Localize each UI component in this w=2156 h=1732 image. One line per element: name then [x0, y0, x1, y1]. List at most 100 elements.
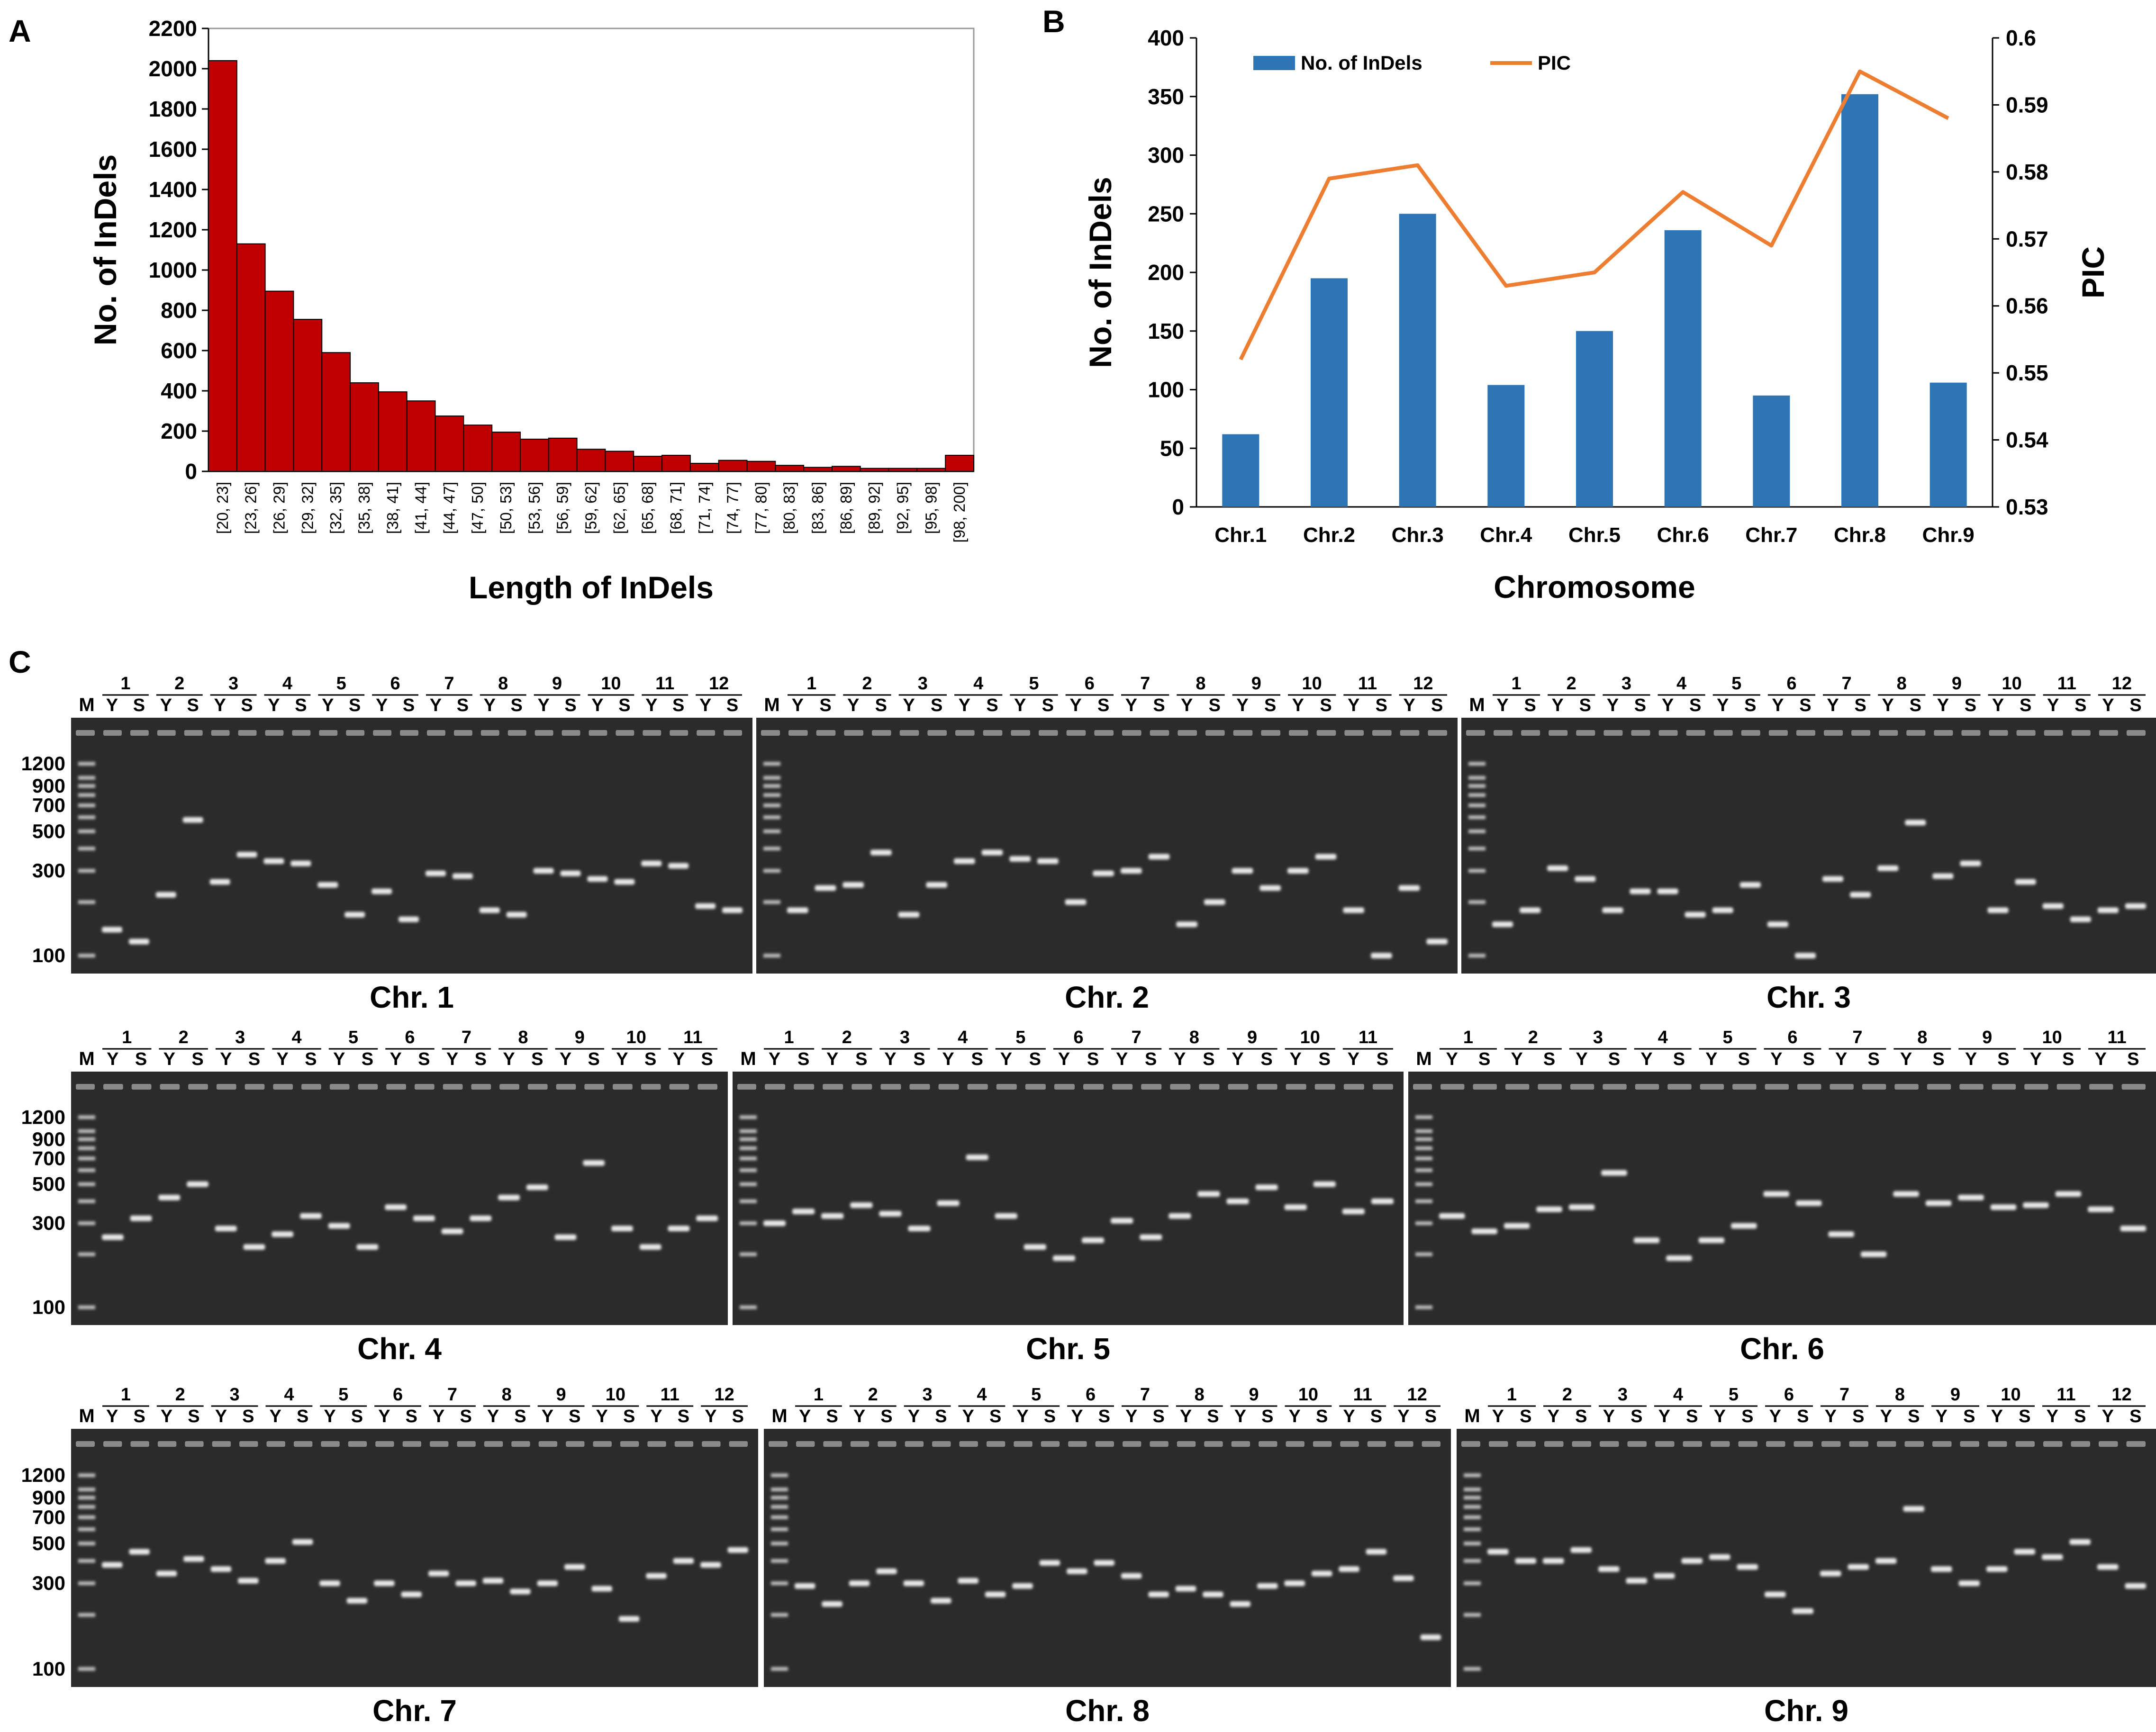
- gel-lane-letter: S: [351, 1407, 363, 1426]
- gel-well: [1466, 730, 1485, 736]
- gel-marker-number: 10: [1302, 674, 1322, 694]
- gel-lane-letter: Y: [1770, 1049, 1782, 1069]
- gel-well: [507, 730, 526, 736]
- gel-band: [1257, 1583, 1278, 1589]
- gel-lane-letter: S: [971, 1049, 983, 1069]
- gel-well: [1960, 1441, 1979, 1447]
- gel-well: [185, 1441, 204, 1447]
- gel-marker-number: 7: [1842, 674, 1852, 694]
- gel-well: [1824, 730, 1843, 736]
- gel-lane-letter: S: [1098, 1407, 1110, 1426]
- gel-well: [729, 1441, 748, 1447]
- gel-marker-number: 4: [973, 674, 983, 694]
- gel-well: [620, 1441, 639, 1447]
- gel-well: [1286, 1084, 1306, 1090]
- gel-well: [1603, 1084, 1627, 1090]
- gel-well: [1177, 1441, 1196, 1447]
- gel-lane-letter: S: [457, 695, 469, 715]
- gel-band: [1366, 1549, 1387, 1555]
- gel-marker-band: [78, 1667, 95, 1671]
- chart-a-y-tick-label: 2200: [149, 16, 197, 41]
- gel-well: [1011, 730, 1030, 736]
- gel-marker-number: 6: [1073, 1028, 1083, 1047]
- gel-marker-band: [78, 1581, 95, 1586]
- gel-well: [2044, 730, 2063, 736]
- gel-marker-number: 9: [1251, 674, 1261, 694]
- gel-lane-letter: S: [913, 1049, 925, 1069]
- gel-marker-band: [78, 1613, 95, 1617]
- gel-marker-band: [740, 1305, 757, 1309]
- gel-marker-label: M: [1469, 695, 1485, 715]
- gel-marker-number: 2: [179, 1028, 189, 1047]
- gel-band: [292, 1539, 313, 1545]
- gel-lane-letter: S: [986, 695, 998, 715]
- gel-well: [1083, 1084, 1104, 1090]
- gel-well: [698, 1084, 717, 1090]
- gel-band: [2015, 879, 2036, 885]
- gel-lane-letter: Y: [1116, 1049, 1128, 1069]
- gel-well: [1544, 1441, 1564, 1447]
- gel-lane-letter: Y: [959, 695, 970, 715]
- chart-a-bar: [831, 466, 861, 472]
- gel-well: [2043, 1441, 2063, 1447]
- gel-band: [1121, 868, 1142, 874]
- gel-well: [443, 1084, 463, 1090]
- gel-lane-letter: Y: [1496, 695, 1508, 715]
- gel-lane-letter: S: [618, 695, 630, 715]
- gel-band: [1420, 1634, 1441, 1641]
- gel-well: [616, 730, 634, 736]
- gel-lane-letter: S: [1744, 695, 1756, 715]
- gel-well: [1231, 1441, 1250, 1447]
- gel-lane-letter: S: [1425, 1407, 1437, 1426]
- gel-image: [733, 1072, 1404, 1325]
- gel-well: [76, 1084, 95, 1090]
- chart-a-bar: [321, 352, 351, 472]
- gel-well: [1738, 1441, 1757, 1447]
- gel-lane-letter: Y: [1125, 695, 1137, 715]
- gel-lane-letter: Y: [650, 1407, 662, 1426]
- gel-lane-letter: Y: [1662, 695, 1674, 715]
- gel-band: [1958, 1194, 1984, 1200]
- gel-well: [499, 1084, 519, 1090]
- gel-marker-band: [740, 1168, 757, 1173]
- gel-marker-number: 4: [958, 1028, 968, 1047]
- gel-marker-number: 5: [1031, 1385, 1041, 1405]
- gel-band: [700, 1562, 721, 1568]
- gel-lane-letter: Y: [673, 1049, 685, 1069]
- gel-lane-letter: S: [187, 695, 199, 715]
- gel-lane-letter: S: [2062, 1049, 2074, 1069]
- chart-a-bar: [661, 455, 691, 472]
- gel-lane-letter: Y: [1552, 695, 1564, 715]
- gel-lane-letter: Y: [1769, 1407, 1781, 1426]
- gel-well: [737, 1084, 756, 1090]
- gel-marker-band: [763, 847, 780, 851]
- gel-lane-letter: Y: [161, 1407, 172, 1426]
- chart-b-y2-tick-label: 0.59: [2006, 92, 2048, 117]
- gel-well: [769, 1441, 788, 1447]
- gel-well: [1927, 1084, 1951, 1090]
- gel-marker-band: [771, 1488, 788, 1492]
- gel-lane-letter: Y: [324, 1407, 335, 1426]
- gel-marker-number: 5: [336, 674, 346, 694]
- gel-band: [850, 1202, 873, 1208]
- gel-lane-letter: Y: [1658, 1407, 1670, 1426]
- gel-size-label: 300: [32, 859, 65, 882]
- gel-band: [238, 1578, 259, 1584]
- gel-well: [1422, 1441, 1440, 1447]
- gel-lane-letter: Y: [908, 1407, 920, 1426]
- gel-well: [955, 730, 975, 736]
- gel-well: [157, 1441, 177, 1447]
- gel-lane-letter: Y: [853, 1407, 865, 1426]
- gel-marker-number: 3: [923, 1385, 933, 1405]
- gel-marker-band: [771, 1559, 788, 1563]
- gel-lane-letter: S: [242, 1407, 254, 1426]
- gel-band: [1093, 870, 1114, 876]
- gel-size-label: 100: [32, 1296, 65, 1318]
- gel-size-label: 1200: [21, 752, 65, 775]
- gel-band: [1850, 892, 1871, 898]
- gel-band: [1739, 882, 1761, 888]
- gel-well: [1014, 1441, 1033, 1447]
- gel-marker-label: M: [79, 695, 94, 715]
- gel-band: [470, 1215, 492, 1221]
